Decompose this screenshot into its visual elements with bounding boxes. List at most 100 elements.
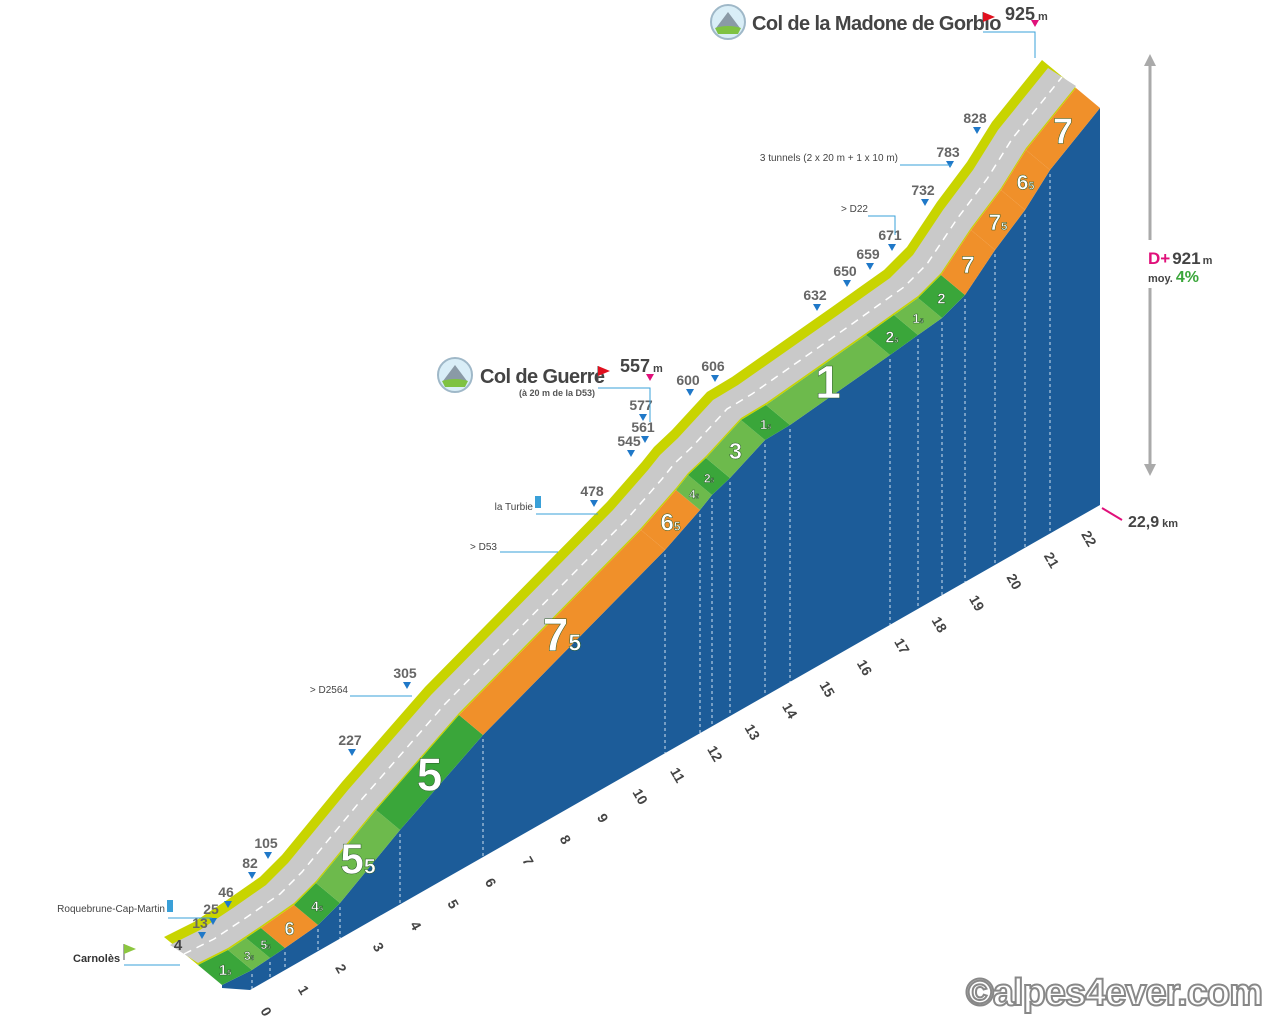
road <box>170 68 1076 963</box>
km-label: 21 <box>1041 549 1063 571</box>
gradient-label: 65 <box>1017 171 1035 194</box>
marker <box>639 414 647 421</box>
gradient-label: 75 <box>989 210 1008 235</box>
gradient-label: 15 <box>219 962 232 979</box>
altitude-label: 105 <box>254 835 278 851</box>
arrow-head <box>1144 54 1156 66</box>
copyright: ©alpes4ever.com <box>966 972 1262 1014</box>
altitude-label: 828 <box>963 110 987 126</box>
summit-name: Col de la Madone de Gorbio <box>752 13 1001 35</box>
gradient-segment <box>741 405 790 440</box>
gradient-int: 2 <box>886 329 895 346</box>
col-icon-grass <box>442 379 468 387</box>
gradient-label: 2 <box>937 292 945 308</box>
gradient-segment <box>316 810 400 903</box>
gradient-dec: 5 <box>251 956 255 962</box>
distance-unit: km <box>1162 518 1178 530</box>
dplus-value: 921 <box>1172 249 1200 268</box>
gradient-int: 6 <box>1017 171 1029 194</box>
summit-altitude-value: 925 <box>1005 4 1035 24</box>
distance-value: 22,9 <box>1128 514 1159 531</box>
gradient-segment <box>246 928 285 958</box>
gradient-segment <box>894 298 942 335</box>
marker <box>813 304 821 311</box>
km-label: 13 <box>742 721 764 743</box>
altitude-label: 783 <box>936 144 960 160</box>
gradient-label: 7 <box>1053 112 1073 152</box>
gradient-int: 2 <box>937 292 945 308</box>
km-label: 19 <box>966 592 988 614</box>
gradient-label: 75 <box>543 609 582 661</box>
col-note: (à 20 m de la D53) <box>519 388 595 398</box>
gradient-label: 55 <box>260 938 271 952</box>
gradient-dec: 5 <box>674 519 681 533</box>
place-label: > D22 <box>841 204 868 215</box>
dplus-unit: m <box>1203 255 1213 267</box>
gradient-int: 7 <box>961 252 975 279</box>
marker <box>590 500 598 507</box>
altitude-label: 650 <box>833 263 857 279</box>
place-label: la Turbie <box>495 502 534 513</box>
gradient-dec: 5 <box>319 906 323 913</box>
marker <box>973 127 981 134</box>
gradient-dec: 5 <box>267 945 271 951</box>
altitude-label: 659 <box>856 246 880 262</box>
gradient-segment <box>261 905 318 948</box>
altitude-label: 13 <box>192 915 208 931</box>
dplus-label: D+ <box>1148 249 1170 268</box>
marker <box>248 872 256 879</box>
altitude-label: 305 <box>393 665 417 681</box>
km-label: 1 <box>295 983 313 998</box>
town-icon <box>535 496 541 508</box>
gradient-segment <box>866 315 918 355</box>
gradient-int: 1 <box>815 356 841 408</box>
marker <box>348 749 356 756</box>
gradient-int: 5 <box>260 938 267 952</box>
gradient-segment <box>641 490 700 550</box>
marker <box>264 852 272 859</box>
gradient-label: 6 <box>284 919 294 939</box>
marker <box>711 375 719 382</box>
gradient-int: 1 <box>760 417 767 432</box>
marker <box>224 901 232 908</box>
marker <box>403 682 411 689</box>
col-icon-mountain <box>716 12 740 28</box>
stats-avg: moy. 4% <box>1148 269 1199 286</box>
gradient-segment <box>766 335 890 425</box>
marker <box>921 199 929 206</box>
town-icon <box>167 900 173 912</box>
gradient-label: 55 <box>340 836 376 883</box>
altitude-label: 671 <box>878 227 902 243</box>
marker <box>198 932 206 939</box>
avg-label: moy. <box>1148 273 1173 285</box>
km-label: 11 <box>667 765 688 786</box>
km-label: 20 <box>1004 571 1026 593</box>
km-label: 22 <box>1078 528 1100 550</box>
gradient-segment <box>1026 88 1100 170</box>
altitude-label: 545 <box>617 433 641 449</box>
gradient-int: 1 <box>912 311 919 326</box>
gradient-int: 4 <box>689 488 696 502</box>
marker <box>646 374 654 381</box>
gradient-dec: 5 <box>227 968 231 977</box>
altitude-label: 25 <box>203 901 219 917</box>
km-label: 18 <box>929 614 951 636</box>
marker <box>627 450 635 457</box>
gradient-int: 5 <box>340 836 364 883</box>
gradient-segment <box>676 475 712 510</box>
marker <box>1031 20 1039 27</box>
start-name: Carnolès <box>73 953 120 965</box>
col-icon-mountain <box>443 365 467 381</box>
gradient-dec: 5 <box>364 854 376 878</box>
place-label: > D2564 <box>310 685 349 696</box>
altitude-label: 478 <box>580 483 604 499</box>
altitude-label: 46 <box>218 884 234 900</box>
flag <box>983 12 995 22</box>
km-label: 3 <box>370 940 388 955</box>
gradient-int: 3 <box>729 438 742 464</box>
profile-face <box>222 108 1100 990</box>
leader-line <box>983 31 1036 58</box>
km-label: 9 <box>594 811 612 826</box>
place-label: Roquebrune-Cap-Martin <box>57 904 165 915</box>
